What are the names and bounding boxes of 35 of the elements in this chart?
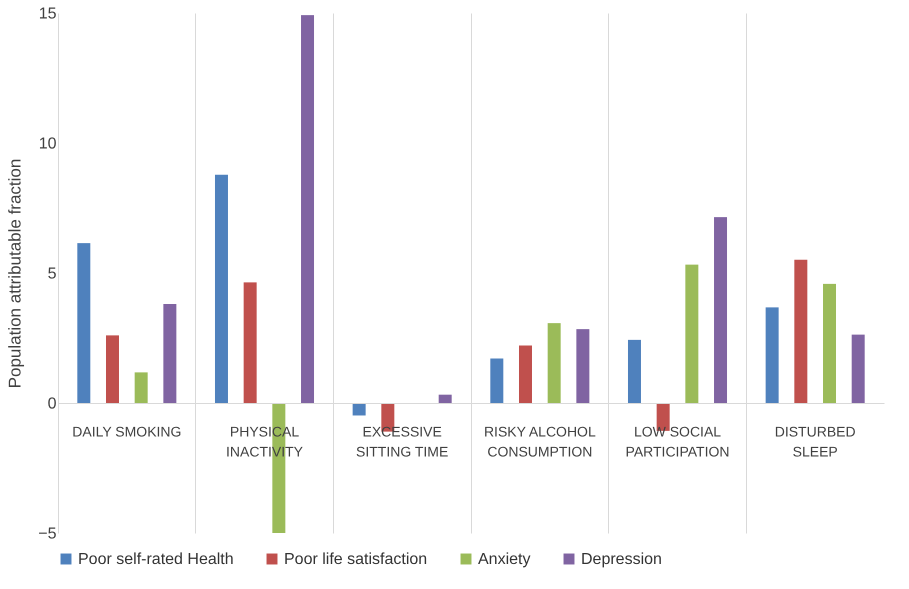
bar: [490, 358, 504, 403]
bar: [438, 394, 452, 403]
bar: [794, 260, 808, 403]
legend-label: Poor self-rated Health: [78, 551, 234, 568]
bar: [77, 243, 90, 403]
y-axis-title: Population attributable fraction: [5, 158, 24, 388]
bar: [852, 334, 865, 403]
bar: [214, 174, 228, 403]
bar: [628, 340, 641, 403]
bar: [106, 335, 119, 403]
bar: [301, 15, 314, 403]
bar: [685, 264, 698, 403]
x-tick-label: RISKY ALCOHOL CONSUMPTION: [484, 424, 596, 460]
bar: [163, 304, 176, 403]
bar: [352, 403, 366, 416]
bar: [244, 282, 257, 403]
y-tick-label: 10: [38, 136, 57, 152]
bar: [823, 284, 836, 403]
y-tick-label: −5: [38, 526, 57, 542]
bar: [518, 346, 532, 403]
legend-label: Poor life satisfaction: [284, 551, 428, 568]
y-tick-label: 0: [48, 396, 57, 412]
x-tick-label: DAILY SMOKING: [72, 424, 182, 440]
x-tick-label: LOW SOCIAL PARTICIPATION: [626, 424, 730, 460]
legend-label: Depression: [581, 551, 662, 568]
bar: [548, 323, 561, 403]
bar: [766, 307, 779, 403]
bar: [714, 217, 728, 403]
legend-label: Anxiety: [478, 551, 530, 568]
x-tick-label: DISTURBED SLEEP: [774, 424, 856, 460]
y-tick-label: 5: [48, 266, 57, 282]
x-tick-label: EXCESSIVE SITTING TIME: [356, 424, 448, 460]
bar: [134, 372, 148, 403]
bar: [576, 329, 590, 403]
y-tick-label: 15: [38, 6, 57, 22]
